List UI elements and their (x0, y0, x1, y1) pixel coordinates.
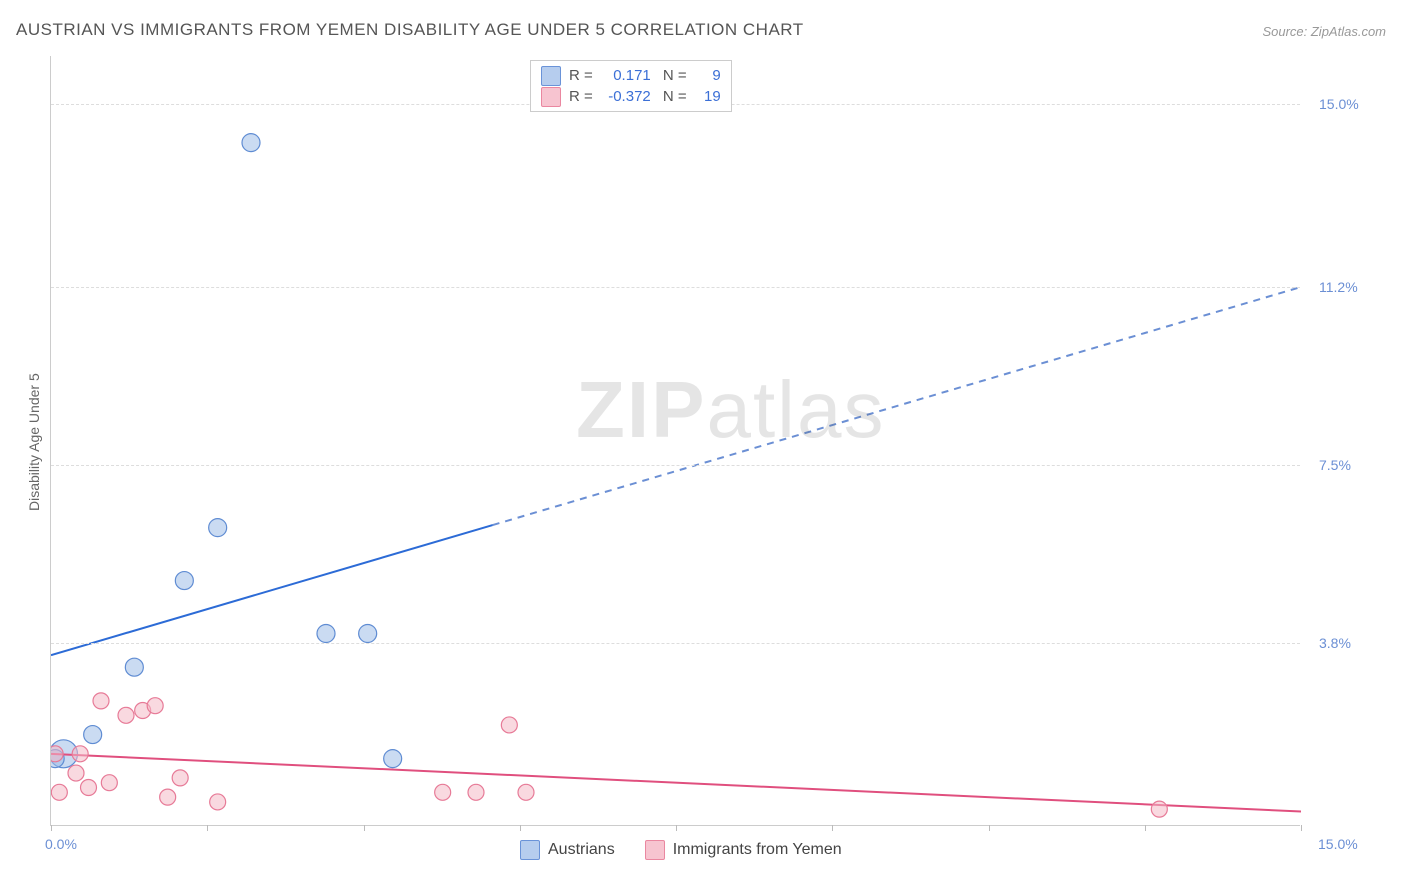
x-tick (832, 825, 833, 831)
x-end-label: 15.0% (1318, 836, 1358, 852)
x-tick (989, 825, 990, 831)
x-tick (1301, 825, 1302, 831)
stat-r-value: -0.372 (601, 86, 651, 107)
x-tick (1145, 825, 1146, 831)
legend-swatch (541, 66, 561, 86)
data-point (210, 794, 226, 810)
x-tick (364, 825, 365, 831)
data-point (242, 134, 260, 152)
y-tick-label: 11.2% (1319, 279, 1358, 295)
stat-n-value: 19 (695, 86, 721, 107)
data-point (51, 746, 63, 762)
data-point (1151, 801, 1167, 817)
legend-item: Immigrants from Yemen (645, 840, 842, 860)
gridline (51, 465, 1300, 466)
x-tick (51, 825, 52, 831)
legend-label: Immigrants from Yemen (673, 841, 842, 859)
data-point (359, 625, 377, 643)
plot-area: ZIPatlas 3.8%7.5%11.2%15.0% (50, 56, 1300, 826)
data-point (101, 775, 117, 791)
data-point (68, 765, 84, 781)
data-point (51, 784, 67, 800)
chart-svg (51, 56, 1301, 826)
legend-swatch (520, 840, 540, 860)
gridline (51, 287, 1300, 288)
y-tick-label: 3.8% (1319, 635, 1351, 651)
data-point (317, 625, 335, 643)
x-tick (207, 825, 208, 831)
y-axis-label: Disability Age Under 5 (26, 373, 42, 511)
trend-line-solid (51, 754, 1301, 812)
chart-title: AUSTRIAN VS IMMIGRANTS FROM YEMEN DISABI… (16, 20, 804, 40)
stat-n-label: N = (659, 86, 687, 107)
x-tick (520, 825, 521, 831)
y-tick-label: 15.0% (1319, 96, 1359, 112)
y-tick-label: 7.5% (1319, 457, 1351, 473)
stats-row: R = -0.372 N = 19 (541, 86, 721, 107)
gridline (51, 643, 1300, 644)
stat-n-label: N = (659, 65, 687, 86)
data-point (518, 784, 534, 800)
stats-box: R = 0.171 N = 9 R = -0.372 N = 19 (530, 60, 732, 112)
data-point (118, 707, 134, 723)
legend-swatch (645, 840, 665, 860)
trend-line-dashed (493, 287, 1301, 525)
x-start-label: 0.0% (45, 836, 77, 852)
data-point (468, 784, 484, 800)
legend-item: Austrians (520, 840, 615, 860)
data-point (175, 572, 193, 590)
data-point (125, 658, 143, 676)
data-point (384, 750, 402, 768)
data-point (160, 789, 176, 805)
stat-n-value: 9 (695, 65, 721, 86)
data-point (172, 770, 188, 786)
stat-r-label: R = (569, 86, 593, 107)
trend-line-solid (51, 525, 493, 655)
data-point (147, 698, 163, 714)
data-point (501, 717, 517, 733)
data-point (72, 746, 88, 762)
data-point (81, 780, 97, 796)
x-tick (676, 825, 677, 831)
stat-r-value: 0.171 (601, 65, 651, 86)
legend-swatch (541, 87, 561, 107)
data-point (435, 784, 451, 800)
data-point (93, 693, 109, 709)
bottom-legend: Austrians Immigrants from Yemen (520, 840, 842, 860)
data-point (209, 519, 227, 537)
data-point (84, 726, 102, 744)
stat-r-label: R = (569, 65, 593, 86)
legend-label: Austrians (548, 841, 615, 859)
stats-row: R = 0.171 N = 9 (541, 65, 721, 86)
source-label: Source: ZipAtlas.com (1262, 24, 1386, 39)
